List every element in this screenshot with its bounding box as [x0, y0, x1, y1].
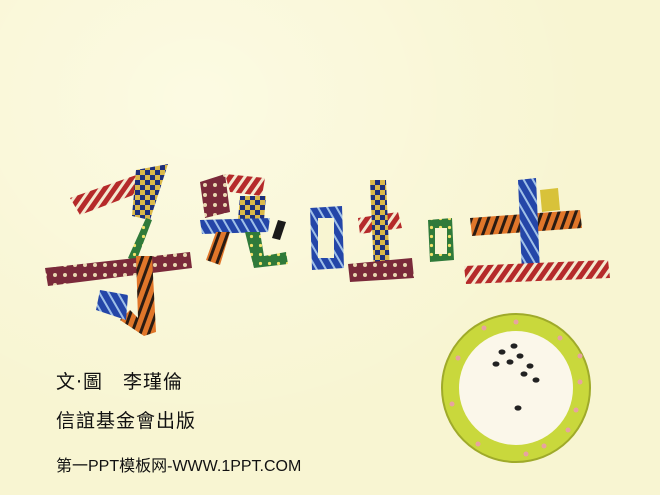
source-watermark: 第一PPT模板网-WWW.1PPT.COM — [56, 458, 302, 475]
title-char-er — [200, 174, 288, 268]
author-credit: 文·圖 李瑾倫 — [56, 371, 184, 393]
plate-with-seeds-icon — [441, 313, 591, 463]
title-char-tu-2 — [428, 178, 610, 284]
publisher-credit: 信誼基金會出版 — [56, 410, 197, 432]
title-artwork — [45, 164, 610, 336]
seeds — [492, 343, 540, 411]
title-char-zi — [45, 164, 192, 336]
title-char-tu-1 — [310, 180, 414, 282]
